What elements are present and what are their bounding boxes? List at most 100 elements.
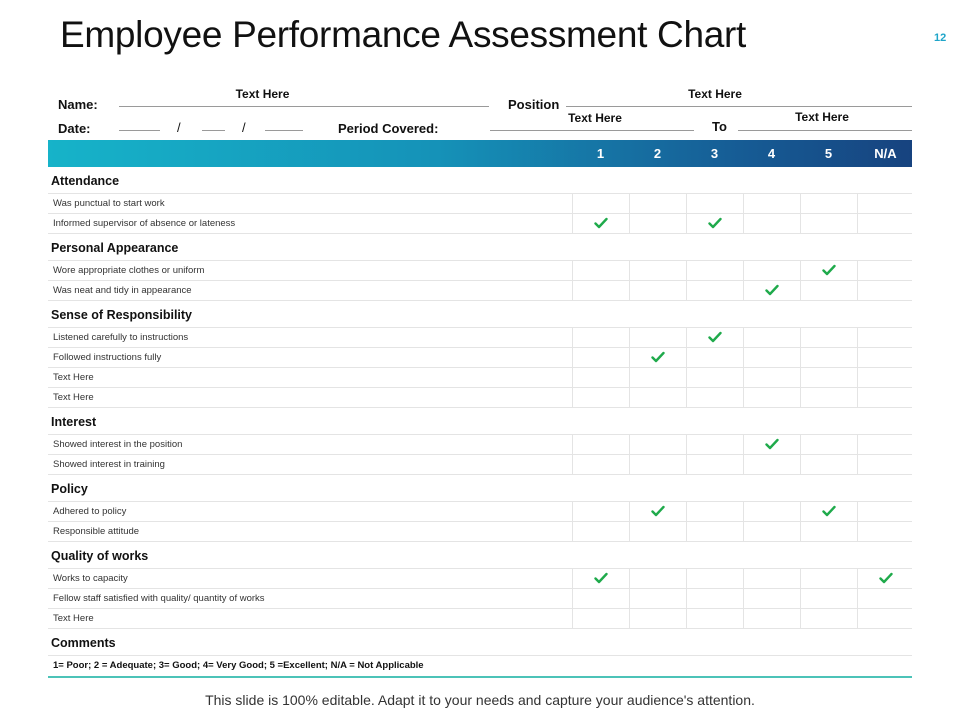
- rating-cell-1[interactable]: [572, 261, 629, 280]
- rating-cell-4[interactable]: [743, 502, 800, 521]
- rating-cell-na[interactable]: [857, 522, 914, 541]
- rating-cell-2[interactable]: [629, 609, 686, 628]
- rating-cell-na[interactable]: [857, 589, 914, 608]
- rating-cell-1[interactable]: [572, 609, 629, 628]
- rating-cell-4[interactable]: [743, 261, 800, 280]
- rating-cell-3[interactable]: [686, 348, 743, 367]
- rating-cell-4[interactable]: [743, 435, 800, 454]
- rating-cell-1[interactable]: [572, 214, 629, 233]
- rating-cell-1[interactable]: [572, 455, 629, 474]
- rating-cell-2[interactable]: [629, 388, 686, 407]
- rating-cell-na[interactable]: [857, 214, 914, 233]
- rating-cell-4[interactable]: [743, 569, 800, 588]
- rating-cell-5[interactable]: [800, 609, 857, 628]
- rating-cell-5[interactable]: [800, 455, 857, 474]
- rating-cell-5[interactable]: [800, 569, 857, 588]
- rating-cell-3[interactable]: [686, 455, 743, 474]
- rating-cell-2[interactable]: [629, 589, 686, 608]
- rating-cell-na[interactable]: [857, 435, 914, 454]
- period-from-value[interactable]: Text Here: [568, 111, 622, 125]
- rating-cell-2[interactable]: [629, 502, 686, 521]
- rating-cell-1[interactable]: [572, 435, 629, 454]
- rating-cell-na[interactable]: [857, 609, 914, 628]
- rating-cell-2[interactable]: [629, 522, 686, 541]
- rating-cell-1[interactable]: [572, 281, 629, 300]
- rating-cell-2[interactable]: [629, 281, 686, 300]
- rating-cell-5[interactable]: [800, 368, 857, 387]
- rating-cell-4[interactable]: [743, 214, 800, 233]
- rating-cell-5[interactable]: [800, 214, 857, 233]
- rating-cell-1[interactable]: [572, 328, 629, 347]
- rating-cell-1[interactable]: [572, 502, 629, 521]
- rating-cell-5[interactable]: [800, 328, 857, 347]
- rating-cell-2[interactable]: [629, 214, 686, 233]
- rating-cell-2[interactable]: [629, 328, 686, 347]
- rating-cell-3[interactable]: [686, 388, 743, 407]
- name-value[interactable]: Text Here: [235, 87, 290, 101]
- rating-cell-na[interactable]: [857, 455, 914, 474]
- rating-cell-5[interactable]: [800, 435, 857, 454]
- rating-cell-3[interactable]: [686, 214, 743, 233]
- column-header-6: N/A: [874, 146, 897, 161]
- rating-cell-4[interactable]: [743, 589, 800, 608]
- rating-cell-4[interactable]: [743, 348, 800, 367]
- rating-cell-3[interactable]: [686, 435, 743, 454]
- rating-cell-na[interactable]: [857, 368, 914, 387]
- rating-cell-4[interactable]: [743, 368, 800, 387]
- rating-cell-1[interactable]: [572, 368, 629, 387]
- position-value[interactable]: Text Here: [688, 87, 742, 101]
- date-line-day[interactable]: [119, 130, 160, 131]
- rating-cell-4[interactable]: [743, 194, 800, 213]
- rating-cell-5[interactable]: [800, 522, 857, 541]
- rating-cell-1[interactable]: [572, 194, 629, 213]
- rating-cell-2[interactable]: [629, 455, 686, 474]
- rating-cell-2[interactable]: [629, 194, 686, 213]
- rating-cell-na[interactable]: [857, 348, 914, 367]
- rating-cell-na[interactable]: [857, 281, 914, 300]
- rating-cell-2[interactable]: [629, 348, 686, 367]
- rating-cell-4[interactable]: [743, 388, 800, 407]
- checkmark-icon: [765, 438, 779, 450]
- rating-cell-3[interactable]: [686, 502, 743, 521]
- rating-cell-3[interactable]: [686, 281, 743, 300]
- rating-cell-3[interactable]: [686, 194, 743, 213]
- rating-cell-na[interactable]: [857, 194, 914, 213]
- rating-cell-4[interactable]: [743, 328, 800, 347]
- rating-cell-5[interactable]: [800, 261, 857, 280]
- rating-cell-4[interactable]: [743, 609, 800, 628]
- rating-cell-3[interactable]: [686, 328, 743, 347]
- rating-cell-3[interactable]: [686, 368, 743, 387]
- rating-cell-2[interactable]: [629, 368, 686, 387]
- rating-cell-3[interactable]: [686, 609, 743, 628]
- rating-cell-5[interactable]: [800, 589, 857, 608]
- rating-cell-2[interactable]: [629, 261, 686, 280]
- rating-cell-3[interactable]: [686, 569, 743, 588]
- rating-cell-na[interactable]: [857, 569, 914, 588]
- rating-cell-5[interactable]: [800, 194, 857, 213]
- period-to-value[interactable]: Text Here: [795, 110, 849, 124]
- rating-cell-4[interactable]: [743, 455, 800, 474]
- rating-cell-4[interactable]: [743, 522, 800, 541]
- rating-cell-1[interactable]: [572, 348, 629, 367]
- rating-cell-2[interactable]: [629, 569, 686, 588]
- rating-cell-na[interactable]: [857, 502, 914, 521]
- rating-cell-4[interactable]: [743, 281, 800, 300]
- rating-cell-5[interactable]: [800, 281, 857, 300]
- rating-cell-3[interactable]: [686, 589, 743, 608]
- rating-cell-1[interactable]: [572, 569, 629, 588]
- rating-cell-na[interactable]: [857, 328, 914, 347]
- date-line-month[interactable]: [202, 130, 225, 131]
- criterion-label: Adhered to policy: [53, 506, 127, 517]
- rating-cell-1[interactable]: [572, 589, 629, 608]
- rating-cell-1[interactable]: [572, 388, 629, 407]
- rating-cell-3[interactable]: [686, 261, 743, 280]
- rating-cell-2[interactable]: [629, 435, 686, 454]
- rating-cell-5[interactable]: [800, 502, 857, 521]
- rating-cell-na[interactable]: [857, 261, 914, 280]
- rating-cell-5[interactable]: [800, 388, 857, 407]
- rating-cell-5[interactable]: [800, 348, 857, 367]
- rating-cell-1[interactable]: [572, 522, 629, 541]
- date-line-year[interactable]: [265, 130, 303, 131]
- rating-cell-3[interactable]: [686, 522, 743, 541]
- rating-cell-na[interactable]: [857, 388, 914, 407]
